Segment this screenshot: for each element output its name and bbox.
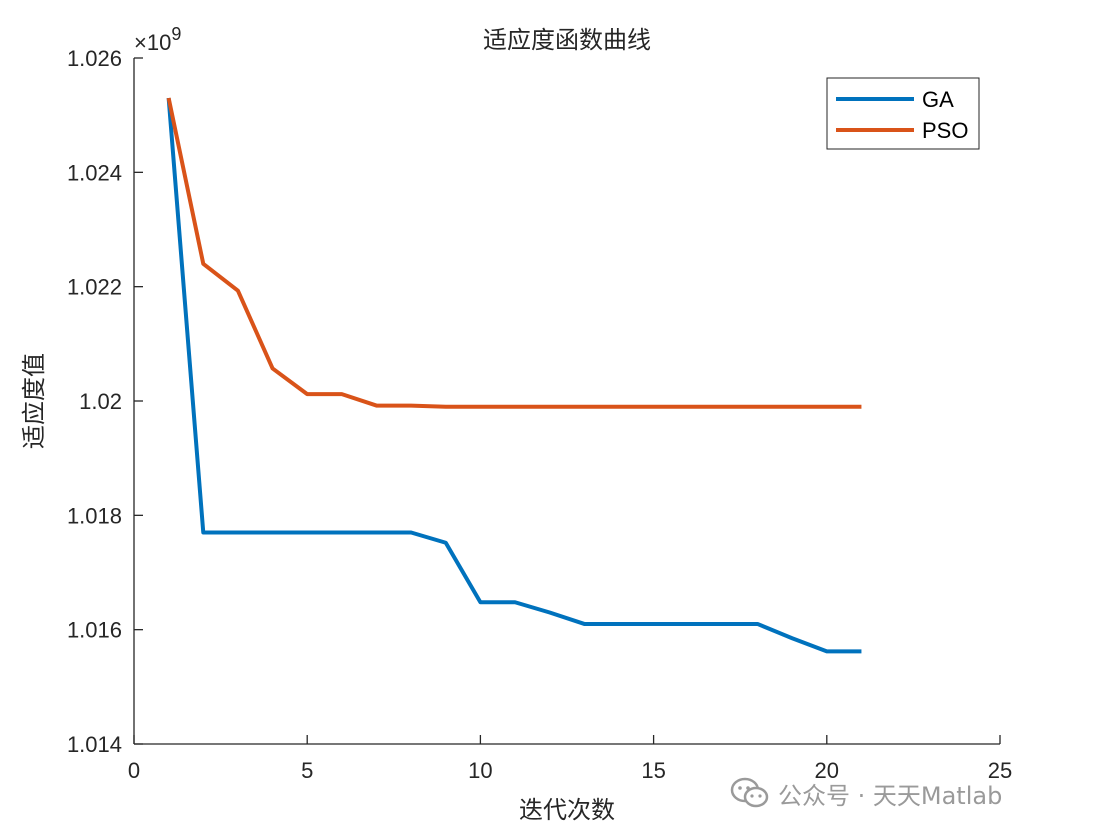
x-axis-label: 迭代次数 bbox=[519, 796, 615, 824]
legend: GA PSO bbox=[826, 77, 980, 150]
plot-area bbox=[134, 58, 1000, 744]
watermark: 公众号 · 天天Matlab bbox=[730, 773, 1002, 813]
legend-label-ga: GA bbox=[922, 87, 954, 112]
series-layer bbox=[166, 97, 862, 654]
watermark-text: 公众号 · 天天Matlab bbox=[778, 781, 1003, 810]
x-tick-label: 20 bbox=[815, 758, 839, 783]
y-tick-label: 1.018 bbox=[67, 503, 122, 528]
y-axis-label: 适应度值 bbox=[20, 353, 48, 449]
legend-label-pso: PSO bbox=[922, 118, 968, 143]
y-tick-label: 1.014 bbox=[67, 732, 122, 757]
y-ticks: 1.014 1.016 1.018 1.02 1.022 1.024 1.026 bbox=[67, 46, 143, 757]
y-tick-label: 1.02 bbox=[79, 389, 122, 414]
x-tick-label: 5 bbox=[301, 758, 313, 783]
x-tick-label: 15 bbox=[641, 758, 665, 783]
y-exponent-label: ×109 bbox=[134, 24, 181, 55]
legend-box bbox=[826, 77, 980, 150]
y-tick-label: 1.026 bbox=[67, 46, 122, 71]
y-tick-label: 1.022 bbox=[67, 275, 122, 300]
x-tick-label: 25 bbox=[988, 758, 1012, 783]
chart-title: 适应度函数曲线 bbox=[483, 26, 651, 54]
x-tick-label: 10 bbox=[468, 758, 492, 783]
y-tick-label: 1.016 bbox=[67, 618, 122, 643]
series-line-ga bbox=[166, 97, 862, 654]
y-tick-label: 1.024 bbox=[67, 160, 122, 185]
x-tick-label: 0 bbox=[128, 758, 140, 783]
series-line-pso bbox=[166, 97, 862, 409]
wechat-icon bbox=[730, 777, 769, 808]
x-ticks: 0 5 10 15 20 25 bbox=[128, 735, 1012, 783]
